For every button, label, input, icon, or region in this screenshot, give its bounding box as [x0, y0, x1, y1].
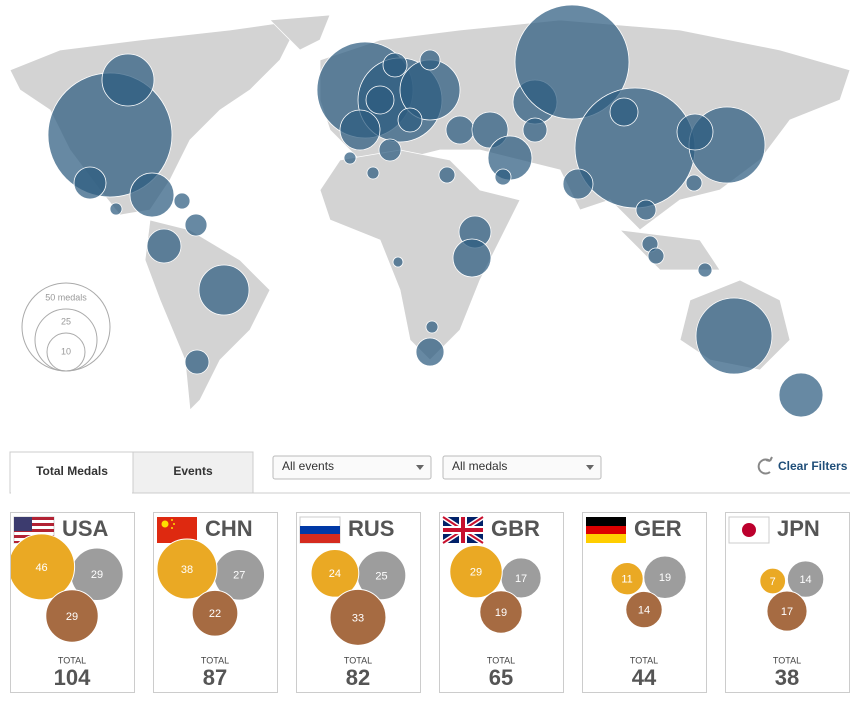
silver-count: 27 — [233, 570, 245, 582]
total-value: 65 — [489, 665, 513, 690]
legend-label: 10 — [61, 346, 71, 356]
gold-bubble — [449, 544, 503, 599]
bronze-bubble — [329, 588, 387, 646]
legend-label: 50 medals — [45, 292, 87, 302]
tab[interactable] — [132, 451, 254, 494]
dropdown-label[interactable]: All events — [282, 459, 334, 473]
gold-bubble — [11, 533, 76, 601]
bronze-count: 19 — [495, 607, 507, 619]
gold-count: 7 — [770, 576, 776, 588]
country-code: JPN — [777, 516, 820, 541]
tab-label[interactable]: Total Medals — [36, 464, 108, 478]
bronze-bubble — [191, 589, 239, 637]
dropdown[interactable] — [442, 455, 602, 480]
tab-label[interactable]: Events — [173, 464, 213, 478]
total-value: 82 — [346, 665, 370, 690]
bronze-bubble — [625, 590, 663, 629]
gold-count: 29 — [470, 567, 482, 579]
total-value: 87 — [203, 665, 227, 690]
country-code: GBR — [491, 516, 540, 541]
gold-count: 11 — [621, 574, 632, 586]
gold-count: 38 — [181, 564, 193, 576]
bronze-bubble — [479, 590, 523, 634]
country-code: USA — [62, 516, 109, 541]
bronze-count: 33 — [352, 612, 364, 624]
silver-count: 17 — [515, 573, 527, 585]
silver-count: 25 — [375, 570, 387, 582]
gold-bubble — [610, 562, 644, 596]
flags — [13, 514, 770, 546]
gold-bubble — [156, 538, 218, 600]
map-bubbles — [47, 4, 824, 418]
legend-label: 25 — [61, 316, 71, 326]
bronze-count: 14 — [638, 604, 650, 616]
bronze-bubble — [766, 590, 808, 632]
dropdown-label[interactable]: All medals — [452, 459, 507, 473]
gold-count: 46 — [35, 562, 47, 574]
silver-bubble — [643, 555, 687, 599]
gold-bubble — [759, 567, 787, 595]
country-code: GER — [634, 516, 682, 541]
refresh-icon[interactable] — [757, 456, 773, 475]
total-label: TOTAL — [201, 655, 229, 665]
map-legend — [21, 282, 111, 372]
gold-count: 24 — [329, 568, 341, 580]
gold-bubble — [310, 548, 360, 598]
total-label: TOTAL — [487, 655, 515, 665]
total-label: TOTAL — [58, 655, 86, 665]
total-value: 44 — [632, 665, 657, 690]
bronze-bubble — [45, 589, 99, 643]
total-value: 38 — [775, 665, 799, 690]
clear-filters[interactable]: Clear Filters — [778, 459, 848, 473]
total-label: TOTAL — [773, 655, 801, 665]
silver-count: 29 — [91, 569, 103, 581]
country-code: CHN — [205, 516, 253, 541]
silver-count: 19 — [659, 572, 671, 584]
bronze-count: 22 — [209, 608, 221, 620]
total-label: TOTAL — [344, 655, 372, 665]
bronze-count: 29 — [66, 611, 78, 623]
silver-bubble — [786, 560, 825, 598]
total-value: 104 — [54, 665, 91, 690]
bronze-count: 17 — [781, 606, 793, 618]
country-code: RUS — [348, 516, 394, 541]
dropdown[interactable] — [272, 455, 432, 480]
silver-count: 14 — [799, 574, 811, 586]
total-label: TOTAL — [630, 655, 658, 665]
